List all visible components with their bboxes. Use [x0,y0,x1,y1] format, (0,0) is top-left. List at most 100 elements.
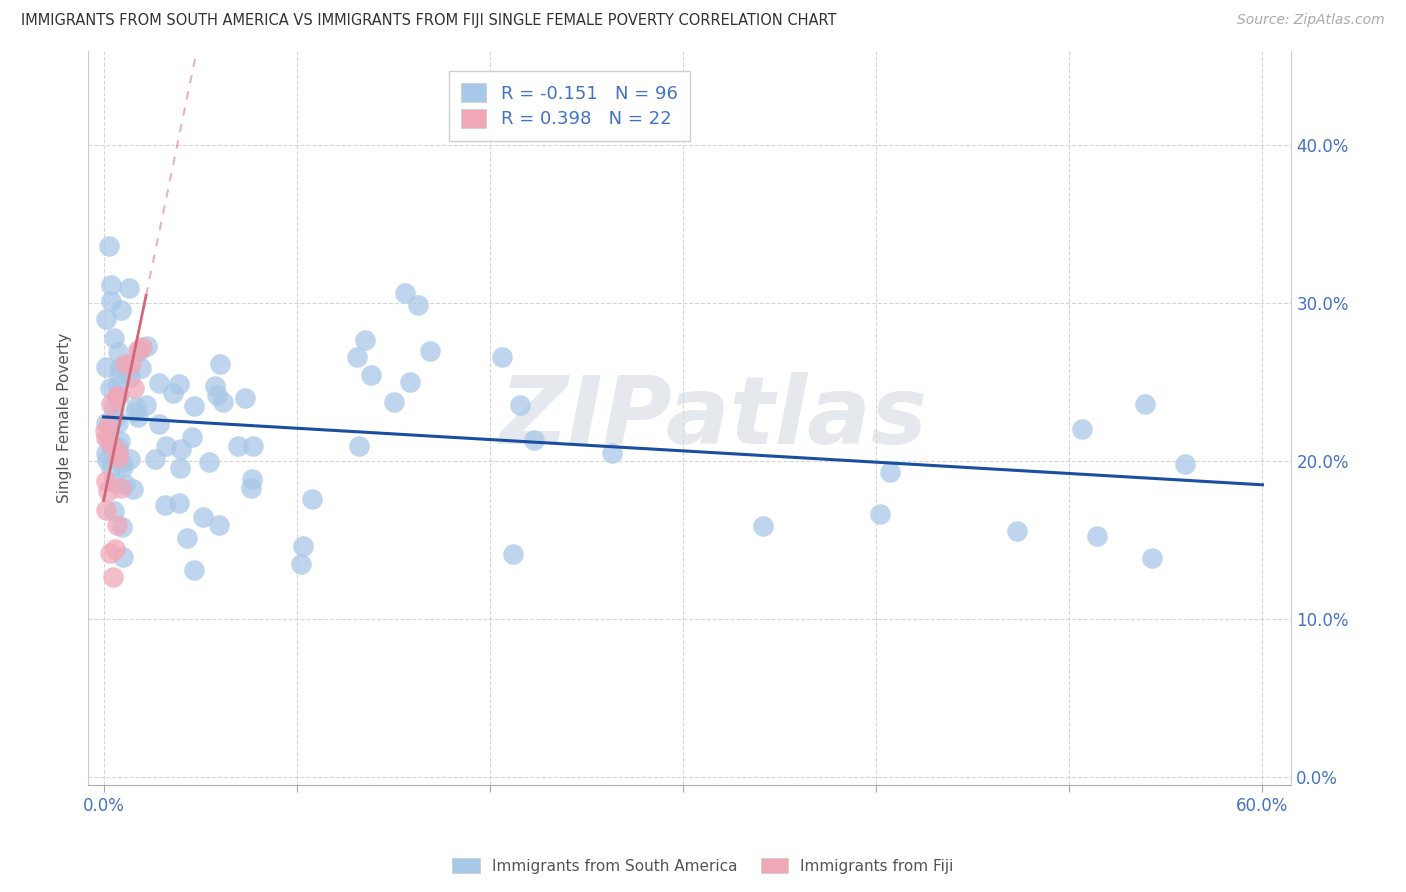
Point [98,545,121,559]
Point [96,503,118,517]
Y-axis label: Single Female Poverty: Single Female Poverty [58,333,72,503]
Point [1085,529,1108,543]
Point [346,350,368,364]
Text: IMMIGRANTS FROM SOUTH AMERICA VS IMMIGRANTS FROM FIJI SINGLE FEMALE POVERTY CORR: IMMIGRANTS FROM SOUTH AMERICA VS IMMIGRA… [21,13,837,29]
Point [111,520,134,534]
Point [360,368,382,382]
Point [107,450,129,465]
Point [127,343,149,357]
Point [101,442,124,457]
Point [869,507,891,521]
Point [491,350,513,364]
Point [292,539,315,553]
Point [382,395,405,409]
Point [94,311,117,326]
Point [136,339,159,353]
Point [167,496,190,510]
Text: ZIPatlas: ZIPatlas [499,372,928,464]
Point [208,517,231,532]
Point [98,239,121,253]
Legend: Immigrants from South America, Immigrants from Fiji: Immigrants from South America, Immigrant… [446,852,960,880]
Point [1005,524,1028,538]
Point [204,378,226,392]
Point [107,344,129,359]
Point [183,399,205,413]
Point [118,281,141,295]
Point [98,417,121,431]
Point [104,541,127,556]
Point [117,363,139,377]
Point [108,388,131,402]
Point [122,482,145,496]
Point [240,472,263,486]
Point [103,475,125,489]
Point [120,451,142,466]
Point [135,399,157,413]
Point [107,445,129,459]
Point [127,410,149,425]
Point [1133,397,1156,411]
Point [406,298,429,312]
Point [103,401,125,415]
Point [105,390,128,404]
Point [148,417,170,432]
Point [97,483,120,498]
Point [419,344,441,359]
Point [112,549,135,564]
Point [105,379,128,393]
Point [94,424,117,438]
Point [349,439,371,453]
Point [509,398,531,412]
Point [94,416,117,430]
Point [107,368,129,382]
Point [181,430,204,444]
Point [205,388,228,402]
Point [103,330,125,344]
Point [100,294,122,309]
Point [523,434,546,448]
Point [110,481,132,495]
Point [110,302,132,317]
Point [153,499,176,513]
Point [103,504,125,518]
Point [176,531,198,545]
Point [124,405,146,419]
Point [100,461,122,475]
Point [105,518,128,533]
Point [107,445,129,459]
Point [131,360,153,375]
Point [167,377,190,392]
Point [212,395,235,409]
Text: Source: ZipAtlas.com: Source: ZipAtlas.com [1237,13,1385,28]
Point [94,431,117,445]
Point [301,492,323,507]
Point [114,358,136,372]
Point [98,381,121,395]
Point [879,465,901,479]
Point [1174,457,1197,471]
Point [191,509,214,524]
Point [100,437,122,451]
Point [97,432,120,446]
Point [118,369,141,384]
Point [169,461,191,475]
Point [197,455,219,469]
Point [1140,551,1163,566]
Point [226,439,249,453]
Point [110,456,132,470]
Point [399,375,422,389]
Point [122,381,145,395]
Point [108,434,131,448]
Point [1071,422,1094,436]
Point [96,453,118,467]
Point [162,385,184,400]
Point [183,563,205,577]
Point [751,519,773,533]
Point [209,358,232,372]
Point [105,389,128,403]
Point [94,474,117,488]
Point [94,360,117,375]
Point [104,411,127,425]
Point [602,446,624,460]
Point [242,439,264,453]
